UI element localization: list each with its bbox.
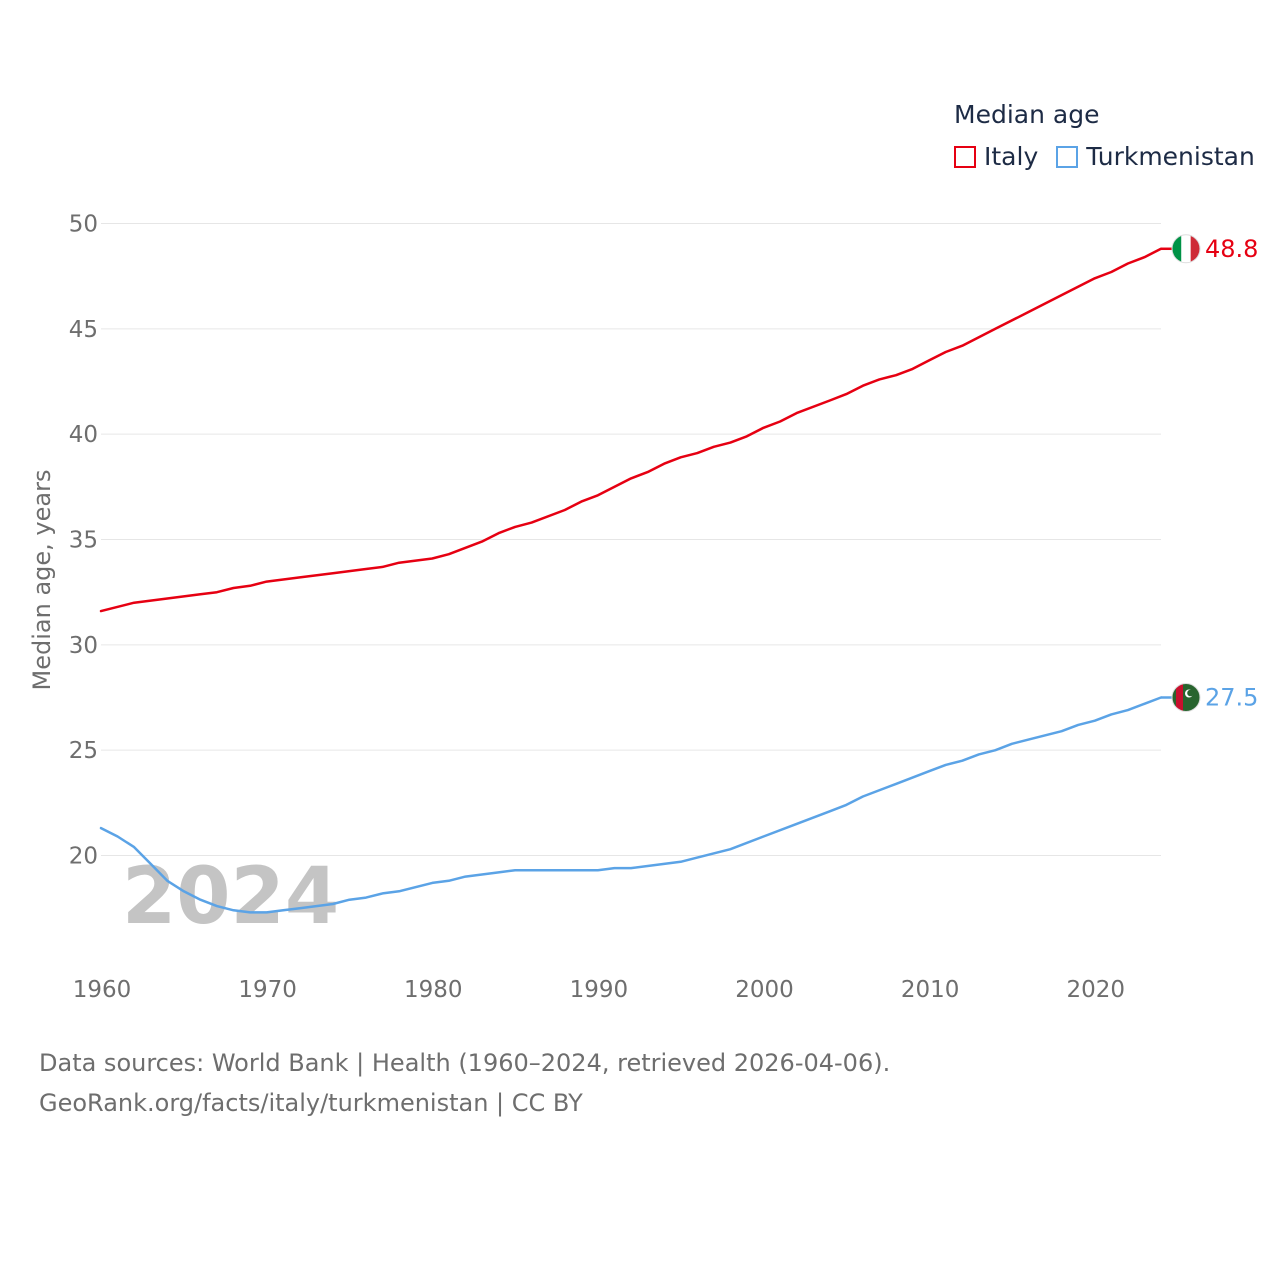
y-axis-label: Median age, years: [28, 470, 56, 691]
y-tick-label: 35: [69, 528, 98, 554]
y-tick-label: 40: [69, 422, 98, 448]
x-axis-ticks: 1960 1970 1980 1990 2000 2010 2020: [73, 977, 1125, 1003]
y-tick-label: 45: [69, 317, 98, 343]
end-value-label-italy: 48.8: [1205, 235, 1258, 263]
legend: Italy Turkmenistan: [954, 142, 1273, 171]
legend-swatch-italy: [954, 145, 976, 168]
x-tick-label: 1960: [73, 977, 132, 1003]
y-tick-label: 20: [69, 844, 98, 870]
y-tick-label: 30: [69, 633, 98, 659]
footer-attribution[interactable]: GeoRank.org/facts/italy/turkmenistan | C…: [39, 1089, 583, 1117]
legend-item-turkmenistan[interactable]: Turkmenistan: [1056, 142, 1255, 171]
legend-title: Median age: [954, 100, 1100, 129]
turkmenistan-flag-icon: [1171, 683, 1201, 712]
italy-flag-icon: [1171, 234, 1201, 264]
end-value-label-turkmenistan: 27.5: [1205, 684, 1258, 712]
footer-sources: Data sources: World Bank | Health (1960–…: [39, 1049, 891, 1077]
legend-label-italy: Italy: [984, 142, 1039, 171]
series-line-turkmenistan: [99, 696, 1163, 914]
end-markers: 48.8 27.5: [1161, 234, 1258, 712]
x-tick-label: 1970: [238, 977, 297, 1003]
x-tick-label: 1980: [404, 977, 463, 1003]
gridlines: [101, 223, 1161, 856]
y-tick-label: 50: [69, 212, 98, 238]
series-group: [99, 247, 1163, 914]
x-tick-label: 1990: [570, 977, 629, 1003]
x-tick-label: 2000: [735, 977, 794, 1003]
legend-label-turkmenistan: Turkmenistan: [1086, 142, 1255, 171]
y-tick-label: 25: [69, 738, 98, 764]
y-axis-ticks: 20 25 30 35 40 45 50: [69, 212, 98, 870]
x-tick-label: 2020: [1066, 977, 1125, 1003]
year-watermark: 2024: [122, 852, 339, 942]
legend-item-italy[interactable]: Italy: [954, 142, 1038, 171]
legend-swatch-turkmenistan: [1056, 145, 1079, 168]
series-line-italy: [99, 247, 1163, 613]
x-tick-label: 2010: [901, 977, 960, 1003]
footer: Data sources: World Bank | Health (1960–…: [39, 1043, 890, 1123]
